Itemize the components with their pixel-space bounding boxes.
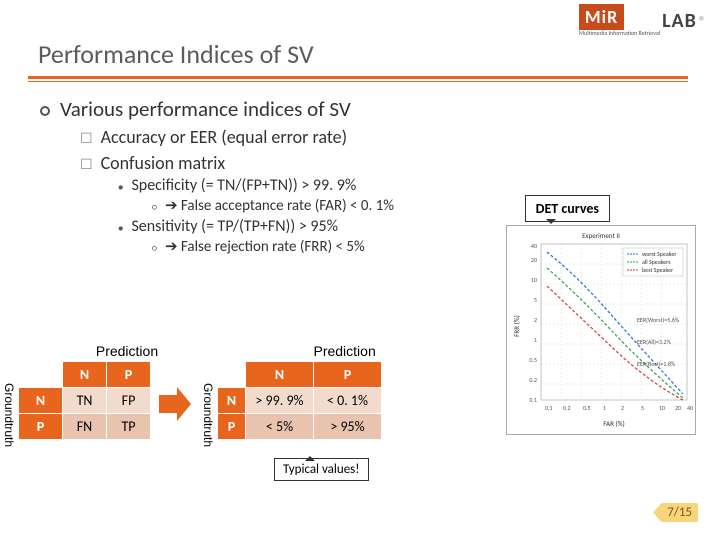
- page-title: Performance Indices of SV: [28, 38, 692, 70]
- t1-col-n: N: [63, 362, 107, 388]
- svg-text:20: 20: [531, 256, 537, 264]
- svg-text:all Speakers: all Speakers: [642, 258, 671, 266]
- t1-row-p: P: [19, 414, 63, 440]
- t1-tn: TN: [63, 388, 107, 414]
- t2-row-p: P: [218, 414, 246, 440]
- arrow-icon: [157, 383, 193, 425]
- svg-text:40: 40: [531, 242, 537, 250]
- svg-text:10: 10: [659, 404, 665, 412]
- confusion-table-symbolic: NP NTNFP PFNTP: [18, 361, 151, 440]
- bullet-main: Various performance indices of SV: [40, 96, 692, 122]
- svg-text:0.5: 0.5: [529, 356, 537, 364]
- svg-text:2: 2: [534, 316, 537, 324]
- svg-text:worst Speaker: worst Speaker: [642, 250, 676, 258]
- t1-row-n: N: [19, 388, 63, 414]
- t1-tp: TP: [107, 414, 151, 440]
- logo-suffix: LAB: [662, 9, 697, 33]
- typical-values-callout: Typical values!: [274, 458, 369, 481]
- t1-col-p: P: [107, 362, 151, 388]
- svg-text:10: 10: [531, 276, 537, 284]
- t1-fn: FN: [63, 414, 107, 440]
- svg-text:5: 5: [534, 296, 537, 304]
- det-curves-label: DET curves: [525, 195, 610, 222]
- confusion-table-values: NP N> 99. 9%< 0. 1% P< 5%> 95%: [217, 361, 382, 440]
- bullet-far: ➔ False acceptance rate (FAR) < 0. 1%: [152, 196, 692, 215]
- svg-text:1: 1: [534, 336, 537, 344]
- svg-text:0.2: 0.2: [563, 404, 571, 412]
- bullet-main-text: Various performance indices of SV: [60, 96, 351, 122]
- svg-text:0.5: 0.5: [583, 404, 591, 412]
- det-chart: Experiment II worst Speaker all Speakers: [506, 225, 696, 435]
- groundtruth-label-1: Groundtruth: [0, 379, 18, 469]
- bullet-specificity: Specificity (= TN/(FP+TN)) > 99. 9%: [118, 176, 692, 195]
- bullet-accuracy: Accuracy or EER (equal error rate): [80, 126, 692, 148]
- bullet-confusion: Confusion matrix: [80, 152, 692, 174]
- svg-text:0.1: 0.1: [545, 404, 553, 412]
- t2-v00: > 99. 9%: [246, 388, 314, 414]
- groundtruth-label-2: Groundtruth: [199, 379, 217, 469]
- chart-title: Experiment II: [582, 231, 620, 240]
- svg-text:2: 2: [621, 404, 624, 412]
- svg-text:0.2: 0.2: [529, 376, 537, 384]
- svg-text:5: 5: [641, 404, 644, 412]
- svg-text:FAR (%): FAR (%): [603, 419, 625, 428]
- svg-text:40: 40: [687, 404, 693, 412]
- t2-v10: < 5%: [246, 414, 314, 440]
- prediction-header-2: Prediction: [270, 343, 420, 359]
- prediction-header-1: Prediction: [52, 343, 202, 359]
- t1-fp: FP: [107, 388, 151, 414]
- logo-brand: MiR: [579, 4, 624, 30]
- logo-subtitle: Multimedia Information Retrieval: [579, 30, 660, 36]
- svg-text:20: 20: [675, 404, 681, 412]
- t2-row-n: N: [218, 388, 246, 414]
- svg-text:EER(All)=3.2%: EER(All)=3.2%: [637, 338, 672, 346]
- t2-col-n: N: [246, 362, 314, 388]
- tables-area: Prediction Prediction Groundtruth NP NTN…: [0, 342, 460, 469]
- svg-text:EER(Best)=1.8%: EER(Best)=1.8%: [637, 360, 676, 368]
- t2-v11: > 95%: [314, 414, 382, 440]
- svg-text:best Speaker: best Speaker: [642, 266, 673, 274]
- svg-text:FRR (%): FRR (%): [512, 315, 521, 337]
- t2-v01: < 0. 1%: [314, 388, 382, 414]
- svg-text:1: 1: [603, 404, 606, 412]
- svg-text:EER(Worst)=5.6%: EER(Worst)=5.6%: [637, 316, 680, 324]
- title-rule: [28, 76, 692, 82]
- t2-col-p: P: [314, 362, 382, 388]
- svg-text:0.1: 0.1: [529, 396, 537, 404]
- logo: MiR Multimedia Information Retrieval LAB…: [579, 6, 706, 36]
- bullet-icon: [40, 106, 50, 116]
- page-number: 7/15: [661, 503, 698, 522]
